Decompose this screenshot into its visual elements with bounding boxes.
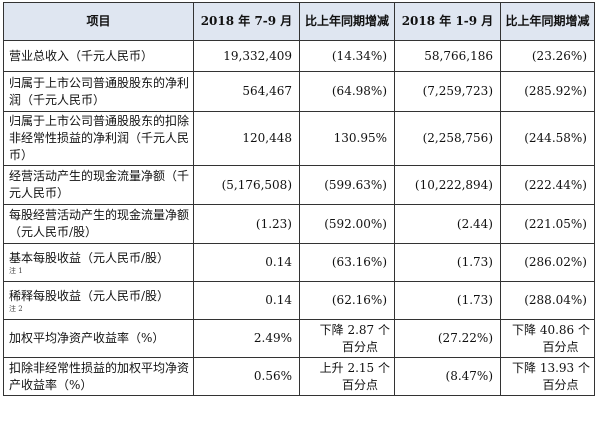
ytd-change: (222.44%) — [500, 165, 595, 205]
ytd-change-cell: 下降 40.86 个 百分点 — [500, 319, 595, 358]
row-label: 扣除非经常性损益的加权平均净资产收益率（%） — [3, 357, 194, 396]
footnote-marker: 注 1 — [9, 267, 23, 275]
ytd-change: (285.92%) — [500, 71, 595, 112]
header-q3-2018: 2018 年 7-9 月 — [193, 2, 300, 41]
ytd-value: 58,766,186 — [394, 40, 501, 72]
table-row-revenue: 营业总收入（千元人民币） 19,332,409 (14.34%) 58,766,… — [3, 40, 595, 72]
q3-change: (599.63%) — [299, 165, 395, 205]
header-ytd-2018: 2018 年 1-9 月 — [394, 2, 501, 41]
header-item: 项目 — [3, 2, 194, 41]
footnote-marker: 注 2 — [9, 305, 23, 313]
row-label: 营业总收入（千元人民币） — [3, 40, 194, 72]
table-row-operating-cash-flow: 经营活动产生的现金流量净额（千元人民币） (5,176,508) (599.63… — [3, 165, 595, 205]
q3-value: 19,332,409 — [193, 40, 300, 72]
ytd-value: (8.47%) — [394, 357, 501, 396]
ytd-change: (286.02%) — [500, 243, 595, 282]
table-row-net-profit-excl-nonrecurring: 归属于上市公司普通股股东的扣除非经常性损益的净利润（千元人民币） 120,448… — [3, 111, 595, 166]
table-row-basic-eps: 基本每股收益（元人民币/股） 注 1 0.14 (63.16%) (1.73) … — [3, 243, 595, 282]
ytd-change-line2: 百分点 — [542, 339, 579, 354]
ytd-change-line2: 百分点 — [542, 377, 579, 392]
q3-change-line2: 百分点 — [341, 339, 378, 354]
row-label: 加权平均净资产收益率（%） — [3, 319, 194, 358]
ytd-change-line1: 下降 40.86 个 — [512, 322, 590, 337]
ytd-value: (1.73) — [394, 243, 501, 282]
q3-change: (64.98%) — [299, 71, 395, 112]
q3-value: 0.14 — [193, 243, 300, 282]
row-label: 归属于上市公司普通股股东的扣除非经常性损益的净利润（千元人民币） — [3, 111, 194, 166]
ytd-value: (2.44) — [394, 204, 501, 244]
ytd-value: (1.73) — [394, 281, 501, 320]
ytd-value: (27.22%) — [394, 319, 501, 358]
ytd-change: (288.04%) — [500, 281, 595, 320]
header-yoy-change-2: 比上年同期增减 — [500, 2, 595, 41]
q3-change-cell: 下降 2.87 个 百分点 — [299, 319, 395, 358]
ytd-value: (7,259,723) — [394, 71, 501, 112]
q3-value: (5,176,508) — [193, 165, 300, 205]
row-label: 稀释每股收益（元人民币/股） — [9, 289, 170, 303]
q3-change-line2: 百分点 — [341, 377, 378, 392]
q3-change-cell: 上升 2.15 个 百分点 — [299, 357, 395, 396]
q3-change: (62.16%) — [299, 281, 395, 320]
ytd-change: (244.58%) — [500, 111, 595, 166]
ytd-change-line1: 下降 13.93 个 — [512, 360, 590, 375]
ytd-change-cell: 下降 13.93 个 百分点 — [500, 357, 595, 396]
header-row: 项目 2018 年 7-9 月 比上年同期增减 2018 年 1-9 月 比上年… — [3, 2, 595, 41]
table-row-weighted-roe-excl-nonrecurring: 扣除非经常性损益的加权平均净资产收益率（%） 0.56% 上升 2.15 个 百… — [3, 357, 595, 396]
q3-change-line1: 下降 2.87 个 — [319, 322, 390, 337]
q3-value: 120,448 — [193, 111, 300, 166]
q3-value: 2.49% — [193, 319, 300, 358]
table-row-diluted-eps: 稀释每股收益（元人民币/股） 注 2 0.14 (62.16%) (1.73) … — [3, 281, 595, 320]
financial-summary-table: 项目 2018 年 7-9 月 比上年同期增减 2018 年 1-9 月 比上年… — [3, 2, 595, 396]
row-label-cell: 基本每股收益（元人民币/股） 注 1 — [3, 243, 194, 282]
q3-change: (63.16%) — [299, 243, 395, 282]
ytd-change: (221.05%) — [500, 204, 595, 244]
q3-change-line1: 上升 2.15 个 — [319, 360, 390, 375]
table-row-cash-flow-per-share: 每股经营活动产生的现金流量净额（元人民币/股） (1.23) (592.00%)… — [3, 204, 595, 244]
table-row-net-profit: 归属于上市公司普通股股东的净利润（千元人民币） 564,467 (64.98%)… — [3, 71, 595, 112]
row-label: 每股经营活动产生的现金流量净额（元人民币/股） — [3, 204, 194, 244]
ytd-value: (2,258,756) — [394, 111, 501, 166]
q3-value: (1.23) — [193, 204, 300, 244]
q3-change: 130.95% — [299, 111, 395, 166]
ytd-value: (10,222,894) — [394, 165, 501, 205]
ytd-change: (23.26%) — [500, 40, 595, 72]
q3-change: (592.00%) — [299, 204, 395, 244]
row-label: 基本每股收益（元人民币/股） — [9, 251, 170, 265]
q3-value: 0.14 — [193, 281, 300, 320]
q3-change: (14.34%) — [299, 40, 395, 72]
q3-value: 564,467 — [193, 71, 300, 112]
row-label: 经营活动产生的现金流量净额（千元人民币） — [3, 165, 194, 205]
header-yoy-change-1: 比上年同期增减 — [299, 2, 395, 41]
row-label: 归属于上市公司普通股股东的净利润（千元人民币） — [3, 71, 194, 112]
row-label-cell: 稀释每股收益（元人民币/股） 注 2 — [3, 281, 194, 320]
table-row-weighted-roe: 加权平均净资产收益率（%） 2.49% 下降 2.87 个 百分点 (27.22… — [3, 319, 595, 358]
q3-value: 0.56% — [193, 357, 300, 396]
